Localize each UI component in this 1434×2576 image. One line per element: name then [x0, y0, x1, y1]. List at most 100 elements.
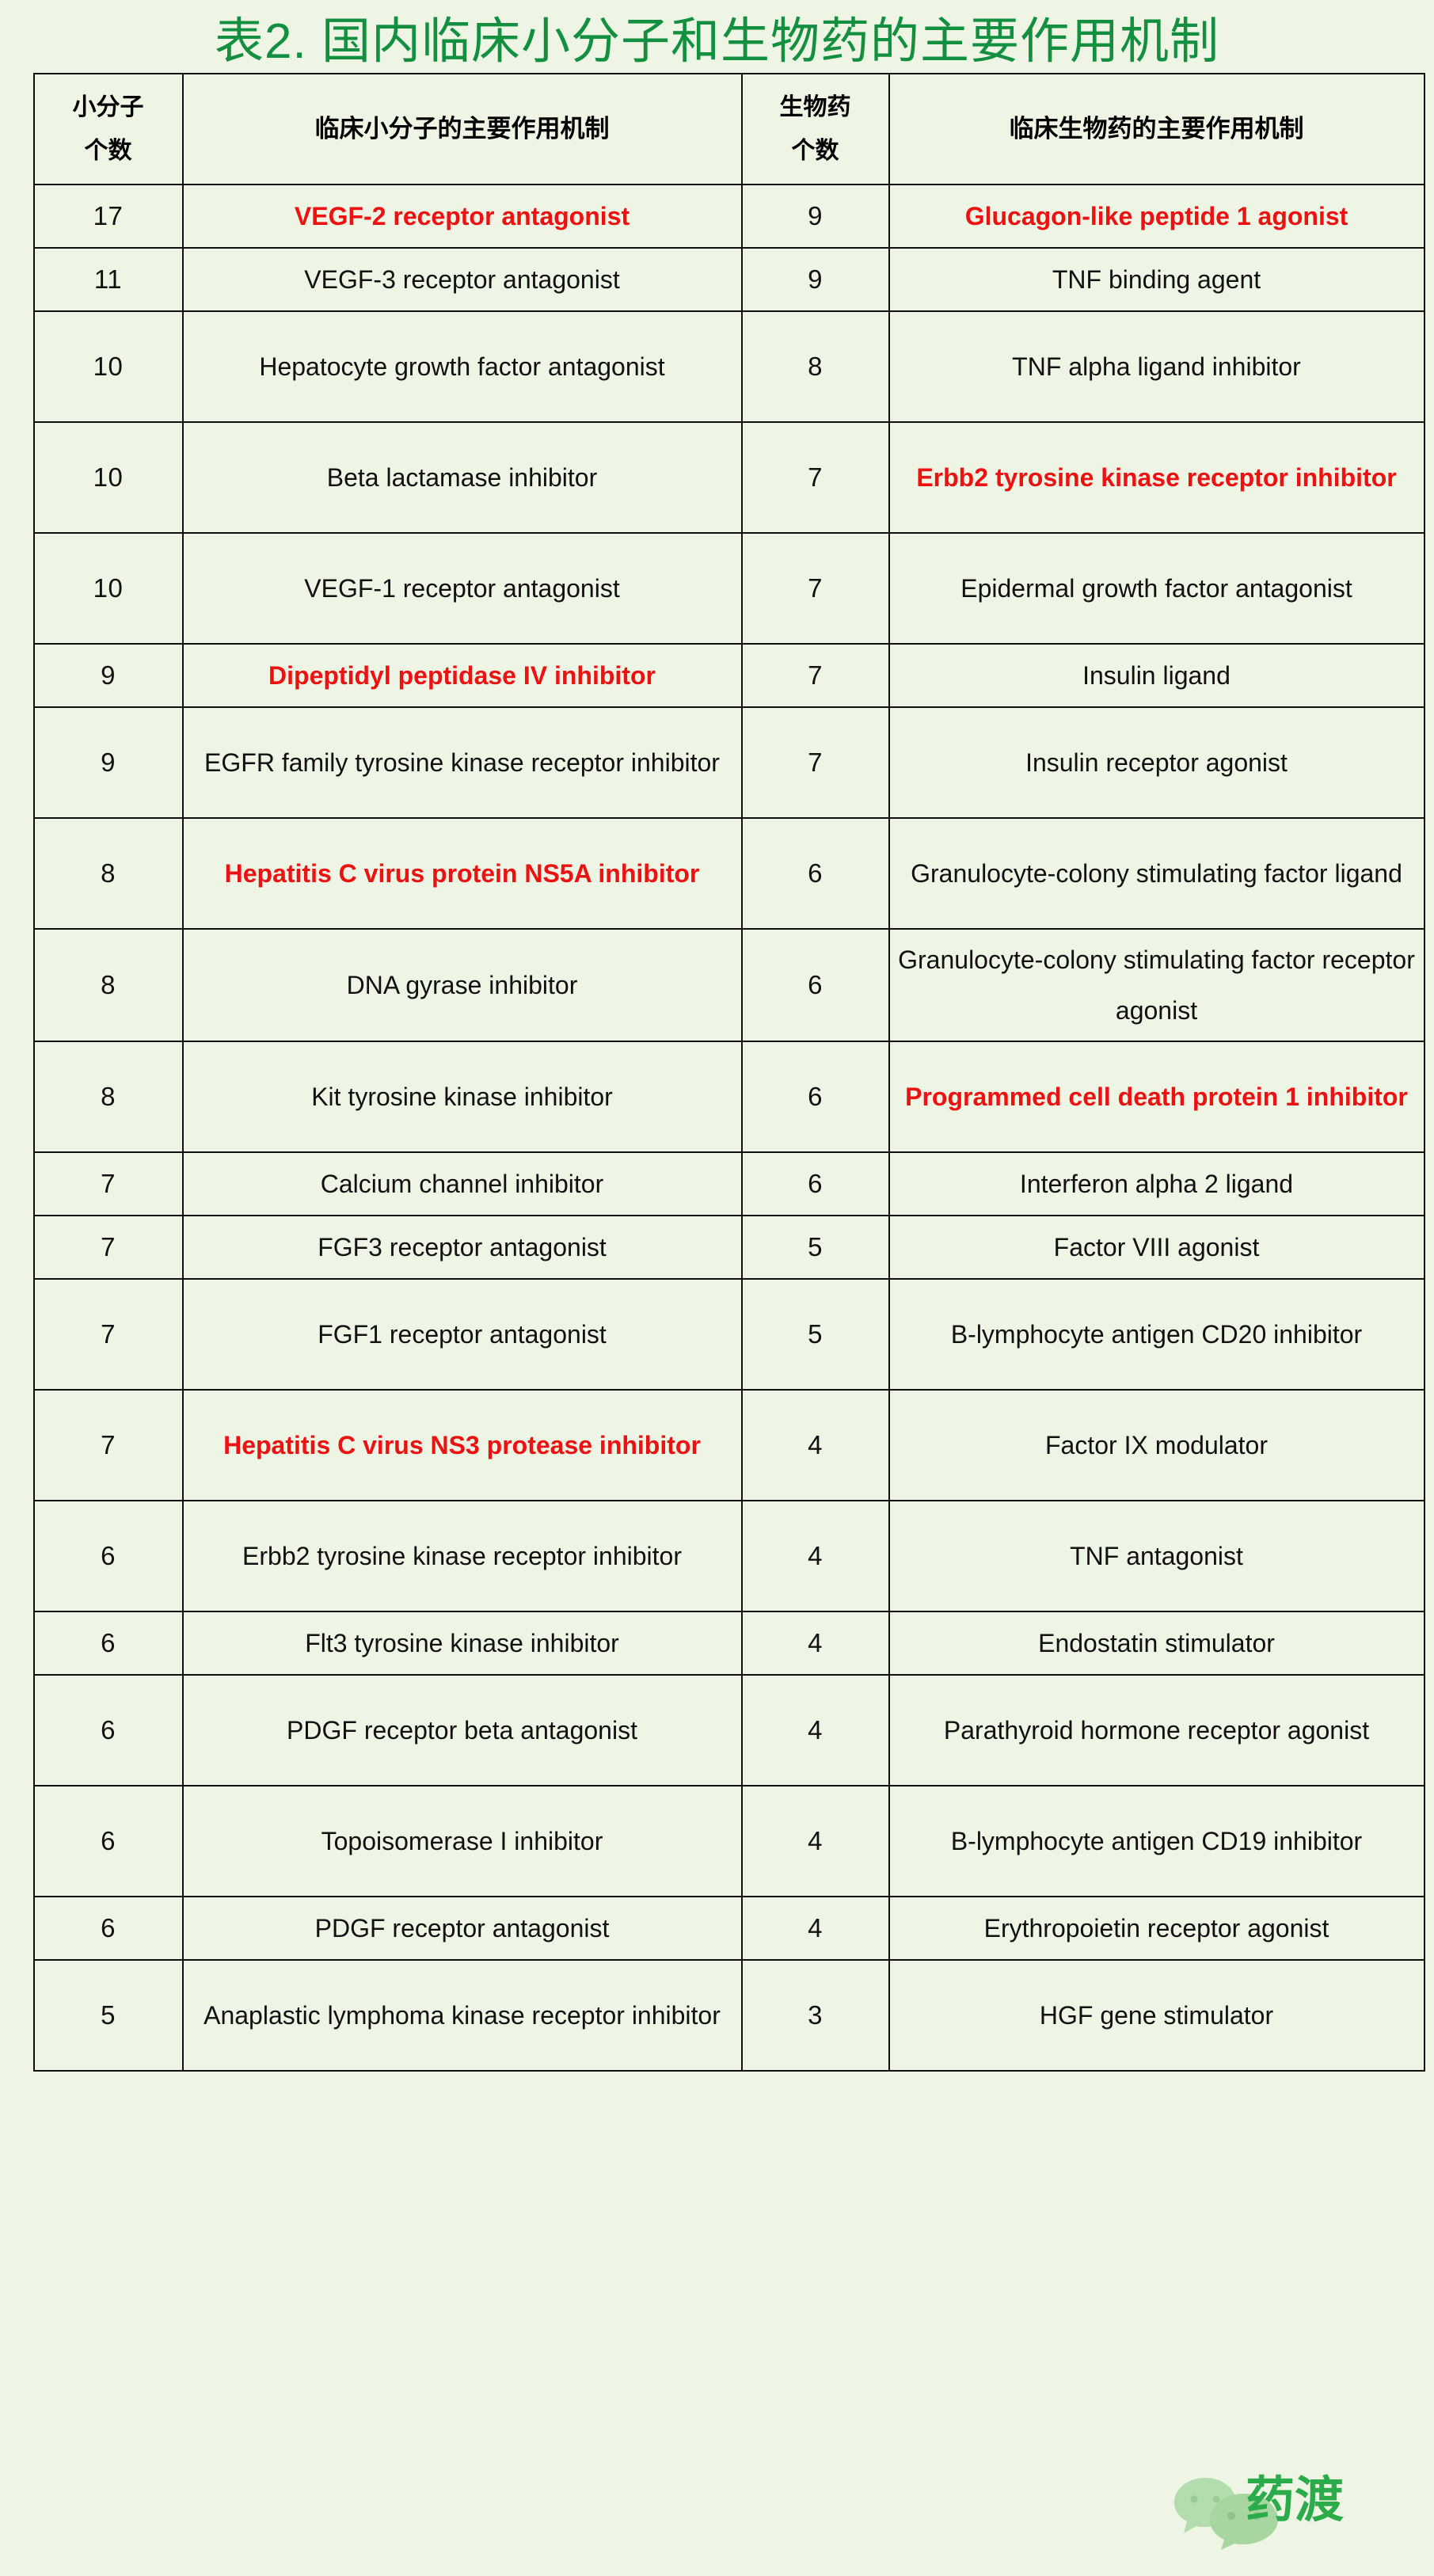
- header-line-2: 个数: [84, 138, 132, 164]
- cell-small-molecule-count: 6: [32, 1611, 184, 1676]
- cell-small-molecule-count: 6: [32, 1674, 184, 1786]
- cell-small-molecule-mechanism: FGF1 receptor antagonist: [181, 1278, 743, 1391]
- cell-biologic-count: 9: [740, 247, 890, 312]
- watermark-logo: 药渡: [1168, 2475, 1405, 2550]
- cell-small-molecule-mechanism: VEGF-2 receptor antagonist: [181, 184, 743, 249]
- cell-biologic-mechanism: Factor IX modulator: [888, 1389, 1425, 1501]
- table-row: 6 Erbb2 tyrosine kinase receptor inhibito…: [32, 1500, 1425, 1612]
- cell-small-molecule-mechanism: Anaplastic lymphoma kinase receptor inhi…: [181, 1959, 743, 2072]
- cell-small-molecule-count: 8: [32, 928, 184, 1042]
- table-row: 11 VEGF-3 receptor antagonist 9 TNF binding…: [32, 247, 1425, 312]
- cell-biologic-count: 5: [740, 1215, 890, 1280]
- cell-biologic-count: 7: [740, 532, 890, 645]
- table-row: 6 Flt3 tyrosine kinase inhibitor 4 Endostat…: [32, 1611, 1425, 1676]
- cell-biologic-count: 9: [740, 184, 890, 249]
- header-line-2: 个数: [791, 138, 839, 164]
- cell-small-molecule-count: 6: [32, 1896, 184, 1961]
- cell-small-molecule-mechanism: DNA gyrase inhibitor: [181, 928, 743, 1042]
- table-row: 7 Calcium channel inhibitor 6 Interferon al…: [32, 1151, 1425, 1216]
- table-row: 7 FGF1 receptor antagonist 5 B-lymphocyte a…: [32, 1278, 1425, 1391]
- cell-small-molecule-count: 6: [32, 1500, 184, 1612]
- cell-small-molecule-mechanism: VEGF-1 receptor antagonist: [181, 532, 743, 645]
- table-row: 9 Dipeptidyl peptidase IV inhibitor 7 Insul…: [32, 643, 1425, 708]
- cell-biologic-count: 6: [740, 1041, 890, 1153]
- cell-biologic-count: 6: [740, 928, 890, 1042]
- cell-biologic-count: 7: [740, 643, 890, 708]
- cell-small-molecule-count: 10: [32, 310, 184, 423]
- cell-small-molecule-count: 8: [32, 817, 184, 930]
- cell-biologic-count: 4: [740, 1896, 890, 1961]
- cell-small-molecule-mechanism: Calcium channel inhibitor: [181, 1151, 743, 1216]
- page-title: 表2. 国内临床小分子和生物药的主要作用机制: [215, 14, 1219, 69]
- wechat-bubbles-icon: [1174, 2478, 1278, 2550]
- cell-biologic-mechanism: B-lymphocyte antigen CD20 inhibitor: [888, 1278, 1425, 1391]
- cell-biologic-count: 6: [740, 817, 890, 930]
- cell-small-molecule-mechanism: Hepatitis C virus NS3 protease inhibitor: [181, 1389, 743, 1501]
- cell-biologic-count: 4: [740, 1674, 890, 1786]
- table-row: 8 DNA gyrase inhibitor 6 Granulocyte-colony…: [32, 928, 1425, 1042]
- cell-biologic-mechanism: HGF gene stimulator: [888, 1959, 1425, 2072]
- table-header: 小分子 个数 临床小分子的主要作用机制 生物药 个数 临床生物药的主要作用机制: [32, 73, 1425, 185]
- cell-biologic-count: 4: [740, 1389, 890, 1501]
- header-line-1: 小分子: [72, 93, 144, 120]
- cell-small-molecule-mechanism: PDGF receptor antagonist: [181, 1896, 743, 1961]
- cell-small-molecule-count: 6: [32, 1785, 184, 1897]
- header-row: 小分子 个数 临床小分子的主要作用机制 生物药 个数 临床生物药的主要作用机制: [32, 73, 1425, 185]
- table-row: 10 Hepatocyte growth factor antagonist 8 TN…: [32, 310, 1425, 423]
- table-row: 17 VEGF-2 receptor antagonist 9 Glucagon-li…: [32, 184, 1425, 249]
- cell-biologic-mechanism: TNF alpha ligand inhibitor: [888, 310, 1425, 423]
- table-row: 10 VEGF-1 receptor antagonist 7 Epidermal g…: [32, 532, 1425, 645]
- cell-small-molecule-mechanism: Flt3 tyrosine kinase inhibitor: [181, 1611, 743, 1676]
- cell-biologic-count: 4: [740, 1500, 890, 1612]
- table-row: 6 PDGF receptor beta antagonist 4 Parathyro…: [32, 1674, 1425, 1786]
- column-header-small-molecule-mechanism: 临床小分子的主要作用机制: [181, 73, 743, 185]
- cell-small-molecule-count: 10: [32, 532, 184, 645]
- cell-small-molecule-count: 7: [32, 1151, 184, 1216]
- column-header-biologic-mechanism: 临床生物药的主要作用机制: [888, 73, 1425, 185]
- cell-biologic-mechanism: Glucagon-like peptide 1 agonist: [888, 184, 1425, 249]
- cell-small-molecule-count: 10: [32, 421, 184, 534]
- cell-small-molecule-mechanism: Hepatitis C virus protein NS5A inhibitor: [181, 817, 743, 930]
- cell-small-molecule-count: 17: [32, 184, 184, 249]
- table-row: 7 Hepatitis C virus NS3 protease inhibito…: [32, 1389, 1425, 1501]
- cell-biologic-mechanism: TNF antagonist: [888, 1500, 1425, 1612]
- cell-biologic-count: 7: [740, 421, 890, 534]
- cell-biologic-mechanism: B-lymphocyte antigen CD19 inhibitor: [888, 1785, 1425, 1897]
- cell-small-molecule-count: 9: [32, 706, 184, 819]
- column-header-small-molecule-count: 小分子 个数: [32, 73, 184, 185]
- header-line-1: 生物药: [779, 93, 851, 120]
- cell-small-molecule-count: 7: [32, 1389, 184, 1501]
- cell-small-molecule-count: 7: [32, 1278, 184, 1391]
- mechanism-table: 小分子 个数 临床小分子的主要作用机制 生物药 个数 临床生物药的主要作用机制 …: [32, 73, 1425, 2072]
- table-row: 6 Topoisomerase I inhibitor 4 B-lymphocyte …: [32, 1785, 1425, 1897]
- table-row: 6 PDGF receptor antagonist 4 Erythropoietin…: [32, 1896, 1425, 1961]
- cell-small-molecule-mechanism: Erbb2 tyrosine kinase receptor inhibitor: [181, 1500, 743, 1612]
- cell-small-molecule-mechanism: Hepatocyte growth factor antagonist: [181, 310, 743, 423]
- cell-small-molecule-mechanism: PDGF receptor beta antagonist: [181, 1674, 743, 1786]
- cell-biologic-mechanism: Granulocyte-colony stimulating factor re…: [888, 928, 1425, 1042]
- cell-small-molecule-count: 5: [32, 1959, 184, 2072]
- cell-small-molecule-count: 11: [32, 247, 184, 312]
- cell-biologic-mechanism: Epidermal growth factor antagonist: [888, 532, 1425, 645]
- watermark-text: 药渡: [1246, 2473, 1345, 2528]
- cell-small-molecule-count: 9: [32, 643, 184, 708]
- table-container: 小分子 个数 临床小分子的主要作用机制 生物药 个数 临床生物药的主要作用机制 …: [11, 73, 1425, 2072]
- cell-biologic-mechanism: Programmed cell death protein 1 inhibito…: [888, 1041, 1425, 1153]
- cell-biologic-count: 4: [740, 1611, 890, 1676]
- cell-biologic-count: 6: [740, 1151, 890, 1216]
- cell-biologic-mechanism: Parathyroid hormone receptor agonist: [888, 1674, 1425, 1786]
- cell-small-molecule-mechanism: Dipeptidyl peptidase IV inhibitor: [181, 643, 743, 708]
- cell-biologic-count: 8: [740, 310, 890, 423]
- cell-small-molecule-count: 8: [32, 1041, 184, 1153]
- cell-small-molecule-mechanism: Topoisomerase I inhibitor: [181, 1785, 743, 1897]
- cell-biologic-mechanism: Insulin ligand: [888, 643, 1425, 708]
- cell-biologic-mechanism: Erbb2 tyrosine kinase receptor inhibitor: [888, 421, 1425, 534]
- cell-biologic-mechanism: Insulin receptor agonist: [888, 706, 1425, 819]
- cell-biologic-mechanism: Granulocyte-colony stimulating factor li…: [888, 817, 1425, 930]
- cell-biologic-mechanism: Endostatin stimulator: [888, 1611, 1425, 1676]
- table-body: 17 VEGF-2 receptor antagonist 9 Glucagon-li…: [32, 184, 1425, 2072]
- cell-biologic-mechanism: TNF binding agent: [888, 247, 1425, 312]
- table-row: 9 EGFR family tyrosine kinase receptor in…: [32, 706, 1425, 819]
- table-row: 7 FGF3 receptor antagonist 5 Factor VIII ag…: [32, 1215, 1425, 1280]
- column-header-biologic-count: 生物药 个数: [740, 73, 890, 185]
